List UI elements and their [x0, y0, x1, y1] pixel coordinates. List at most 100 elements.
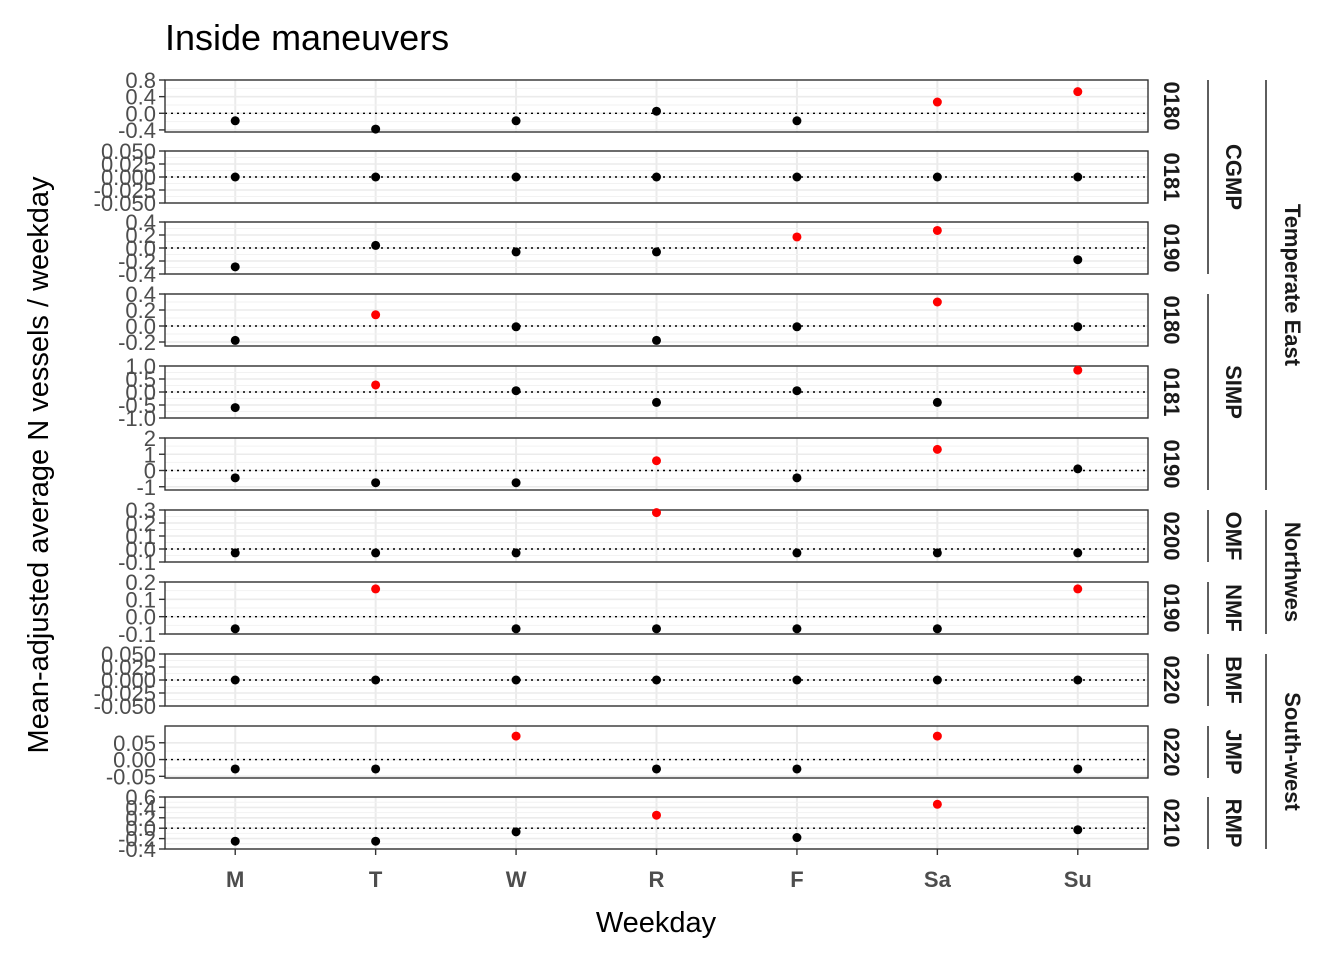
y-tick-label: 0.6: [125, 785, 156, 810]
y-tick-label: -0.050: [94, 191, 156, 216]
data-point-Sa: [932, 297, 942, 307]
y-tick-label: -0.025: [94, 681, 156, 706]
data-point-T: [371, 584, 381, 594]
data-point-R: [652, 247, 661, 257]
data-point-T: [371, 836, 381, 846]
data-point-T: [371, 124, 381, 134]
strip-label: 0190: [1159, 224, 1184, 273]
data-point-F: [792, 764, 802, 774]
y-tick-label: -0.050: [94, 694, 156, 719]
data-point-R: [652, 397, 661, 407]
data-point-W: [511, 548, 521, 558]
y-tick-label: 0.0: [125, 380, 156, 405]
x-tick-label-Sa: Sa: [924, 867, 952, 892]
park-label: JMP: [1221, 729, 1246, 774]
strip-label-group: 0181: [1159, 153, 1184, 202]
panel-6: 0.30.20.10.0-0.1 0200 OMF: [118, 498, 1246, 575]
data-point-R: [652, 172, 661, 182]
y-tick-label: 0.000: [101, 165, 156, 190]
y-tick-label: 1: [144, 442, 156, 467]
data-point-M: [230, 764, 240, 774]
data-point-Su: [1073, 322, 1083, 332]
x-tick-label-R: R: [649, 867, 665, 892]
data-point-M: [230, 548, 240, 558]
x-tick-label-T: T: [369, 867, 383, 892]
y-tick-label: 0.2: [125, 298, 156, 323]
data-point-Su: [1073, 172, 1083, 182]
y-tick-label: 0.0: [125, 236, 156, 261]
panel-9: 0.050.00-0.05 0220 JMP: [106, 725, 1246, 789]
data-point-R: [652, 508, 661, 518]
park-label-group: BMF: [1221, 656, 1246, 704]
data-point-T: [371, 240, 381, 250]
park-label: NMF: [1221, 584, 1246, 632]
data-point-Sa: [932, 172, 942, 182]
park-label: OMF: [1221, 512, 1246, 561]
data-point-M: [230, 836, 240, 846]
strip-label-group: 0210: [1159, 799, 1184, 848]
data-point-Su: [1073, 675, 1083, 685]
strip-label: 0200: [1159, 512, 1184, 561]
data-point-T: [371, 310, 381, 320]
strip-label-group: 0190: [1159, 584, 1184, 633]
park-label-group: OMF: [1221, 512, 1246, 561]
data-point-F: [792, 116, 802, 126]
data-point-F: [792, 386, 802, 396]
data-point-R: [652, 624, 661, 634]
region-label: Northwes: [1280, 522, 1305, 622]
data-point-F: [792, 833, 802, 843]
y-tick-label: 0.5: [125, 367, 156, 392]
x-axis-label: Weekday: [596, 907, 717, 939]
y-tick-label: -0.5: [118, 393, 156, 418]
data-point-M: [230, 675, 240, 685]
data-point-W: [511, 827, 521, 837]
y-tick-label: 0: [144, 459, 156, 484]
panel-border: [164, 437, 1149, 491]
y-tick-label: 0.1: [125, 524, 156, 549]
data-point-M: [230, 172, 240, 182]
y-tick-label: -0.2: [118, 249, 156, 274]
data-point-Su: [1073, 87, 1083, 97]
strip-label-group: 0180: [1159, 296, 1184, 345]
chart-title: Inside maneuvers: [165, 17, 449, 58]
y-tick-label: 0.0: [125, 537, 156, 562]
panel-7: 0.20.10.0-0.1 0190 NMF: [118, 570, 1246, 647]
y-tick-label: 0.2: [125, 806, 156, 831]
y-tick-label: 0.8: [125, 68, 156, 93]
x-tick-label-F: F: [790, 867, 803, 892]
strip-label-group: 0220: [1159, 728, 1184, 777]
y-tick-label: 0.05: [113, 731, 156, 756]
data-point-Su: [1073, 464, 1083, 474]
park-label-group: JMP: [1221, 729, 1246, 774]
y-tick-label: 0.025: [101, 152, 156, 177]
y-tick-label: 0.025: [101, 655, 156, 680]
y-tick-label: 0.000: [101, 668, 156, 693]
data-point-W: [511, 322, 521, 332]
data-point-M: [230, 473, 240, 483]
panel-border: [164, 581, 1149, 635]
region-label-group: Northwes: [1280, 522, 1305, 622]
y-tick-label: -0.1: [118, 550, 156, 575]
strip-label: 0180: [1159, 82, 1184, 131]
region-label-group: Temperate East: [1280, 204, 1305, 367]
park-label-group: SIMP: [1221, 365, 1246, 419]
y-tick-label: 0.3: [125, 498, 156, 523]
y-tick-label: 0.0: [125, 101, 156, 126]
strip-label: 0190: [1159, 440, 1184, 489]
park-label-group: CGMP: [1221, 144, 1246, 210]
y-tick-label: -0.025: [94, 178, 156, 203]
data-point-Su: [1073, 365, 1083, 375]
y-tick-label: -0.2: [118, 827, 156, 852]
y-tick-label: -0.4: [118, 118, 156, 143]
data-point-M: [230, 335, 240, 345]
y-tick-label: 0.4: [125, 85, 156, 110]
y-tick-label: 0.4: [125, 282, 156, 307]
region-label-group: South-west: [1280, 692, 1305, 811]
data-point-W: [511, 675, 521, 685]
y-tick-label: -0.4: [118, 837, 156, 862]
strip-label-group: 0200: [1159, 512, 1184, 561]
